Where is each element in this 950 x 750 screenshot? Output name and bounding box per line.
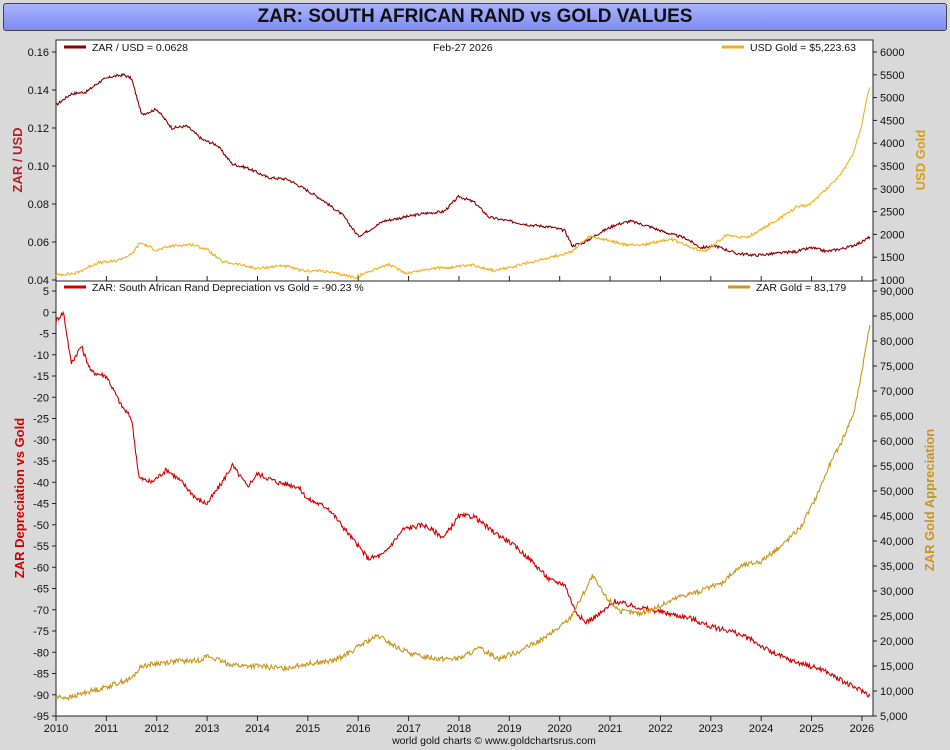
y-tick-label-left: -35 xyxy=(33,456,49,468)
y-tick-label-right: 15,000 xyxy=(880,661,914,673)
x-tick-label: 2012 xyxy=(144,723,168,735)
y-tick-label-left: -85 xyxy=(33,669,49,681)
y-tick-label-left: -10 xyxy=(33,350,49,362)
y-tick-label-left: -40 xyxy=(33,477,49,489)
y-tick-label-left: 0.14 xyxy=(28,85,49,97)
y-tick-label-right: 5,000 xyxy=(880,711,908,723)
y-tick-label-left: -60 xyxy=(33,562,49,574)
y-tick-label-left: 0.06 xyxy=(28,237,49,249)
x-tick-label: 2026 xyxy=(850,723,874,735)
bottom-right-axis-title: ZAR Gold Appreciation xyxy=(922,429,937,572)
top-legend-right: USD Gold = $5,223.63 xyxy=(722,42,856,54)
y-tick-label-right: 5500 xyxy=(880,70,904,82)
legend-zar-gold: ZAR Gold = 83,179 xyxy=(756,282,846,294)
y-tick-label-left: 0.04 xyxy=(28,275,49,287)
y-tick-label-right: 1500 xyxy=(880,252,904,264)
y-tick-label-left: -70 xyxy=(33,605,49,617)
y-tick-label-right: 4000 xyxy=(880,138,904,150)
y-tick-label-left: -50 xyxy=(33,520,49,532)
y-tick-label-right: 35,000 xyxy=(880,561,914,573)
y-tick-label-right: 2500 xyxy=(880,207,904,219)
x-tick-label: 2016 xyxy=(346,723,370,735)
y-tick-label-left: -25 xyxy=(33,414,49,426)
y-tick-label-left: -20 xyxy=(33,392,49,404)
y-tick-label-left: -95 xyxy=(33,711,49,723)
y-tick-label-left: -65 xyxy=(33,584,49,596)
top-left-axis-title: ZAR / USD xyxy=(10,128,25,193)
y-tick-label-left: -45 xyxy=(33,499,49,511)
y-tick-label-left: -5 xyxy=(39,329,49,341)
x-tick-label: 2023 xyxy=(699,723,723,735)
bottom-left-axis-title: ZAR Depreciation vs Gold xyxy=(12,418,27,578)
top-right-axis-title: USD Gold xyxy=(913,130,928,191)
y-tick-label-right: 10,000 xyxy=(880,686,914,698)
legend-zar-dep: ZAR: South African Rand Depreciation vs … xyxy=(92,282,364,294)
y-tick-label-right: 50,000 xyxy=(880,486,914,498)
y-tick-label-left: -55 xyxy=(33,541,49,553)
x-tick-label: 2010 xyxy=(44,723,68,735)
y-tick-label-left: -75 xyxy=(33,626,49,638)
y-tick-label-left: 0 xyxy=(43,307,49,319)
y-tick-label-right: 6000 xyxy=(880,47,904,59)
y-tick-label-right: 3500 xyxy=(880,161,904,173)
x-tick-label: 2021 xyxy=(598,723,622,735)
x-tick-label: 2014 xyxy=(245,723,269,735)
y-tick-label-right: 2000 xyxy=(880,229,904,241)
bottom-legend-left: ZAR: South African Rand Depreciation vs … xyxy=(64,282,364,294)
y-tick-label-left: 0.08 xyxy=(28,199,49,211)
x-tick-label: 2018 xyxy=(447,723,471,735)
y-tick-label-right: 80,000 xyxy=(880,336,914,348)
y-tick-label-left: 0.16 xyxy=(28,47,49,59)
bottom-legend-right: ZAR Gold = 83,179 xyxy=(728,282,846,294)
y-tick-label-left: -30 xyxy=(33,435,49,447)
y-tick-label-right: 65,000 xyxy=(880,411,914,423)
series-line-0-0 xyxy=(55,72,871,258)
y-tick-label-right: 55,000 xyxy=(880,461,914,473)
y-tick-label-right: 3000 xyxy=(880,184,904,196)
x-tick-label: 2013 xyxy=(195,723,219,735)
y-tick-label-right: 5000 xyxy=(880,93,904,105)
y-tick-label-right: 60,000 xyxy=(880,436,914,448)
x-tick-label: 2024 xyxy=(749,723,773,735)
y-tick-label-right: 1000 xyxy=(880,275,904,287)
date-label: Feb-27 2026 xyxy=(433,42,493,54)
y-tick-label-right: 40,000 xyxy=(880,536,914,548)
series-line-1-0 xyxy=(55,310,871,698)
y-tick-label-left: 0.12 xyxy=(28,123,49,135)
legend-zar-usd: ZAR / USD = 0.0628 xyxy=(92,42,188,54)
x-tick-label: 2022 xyxy=(648,723,672,735)
y-tick-label-left: 0.10 xyxy=(28,161,49,173)
y-tick-label-right: 25,000 xyxy=(880,611,914,623)
x-tick-label: 2020 xyxy=(547,723,571,735)
series-line-1-1 xyxy=(55,325,871,701)
y-tick-label-left: -90 xyxy=(33,690,49,702)
credit-text: world gold charts © www.goldchartsrus.co… xyxy=(391,735,596,747)
y-tick-label-right: 85,000 xyxy=(880,311,914,323)
legend-usd-gold: USD Gold = $5,223.63 xyxy=(750,42,856,54)
series-line-0-1 xyxy=(55,87,871,280)
y-tick-label-right: 20,000 xyxy=(880,636,914,648)
x-tick-label: 2011 xyxy=(95,723,119,735)
y-tick-label-left: -15 xyxy=(33,371,49,383)
x-tick-label: 2017 xyxy=(396,723,420,735)
top-legend-left: ZAR / USD = 0.0628 xyxy=(64,42,188,54)
y-tick-label-left: -80 xyxy=(33,647,49,659)
y-tick-label-right: 75,000 xyxy=(880,361,914,373)
plot-area xyxy=(55,39,874,717)
x-tick-label: 2025 xyxy=(799,723,823,735)
x-tick-label: 2019 xyxy=(497,723,521,735)
y-tick-label-right: 45,000 xyxy=(880,511,914,523)
x-tick-label: 2015 xyxy=(296,723,320,735)
y-tick-label-right: 90,000 xyxy=(880,286,914,298)
chart-title: ZAR: SOUTH AFRICAN RAND vs GOLD VALUES xyxy=(3,3,947,31)
y-tick-label-right: 30,000 xyxy=(880,586,914,598)
y-tick-label-right: 4500 xyxy=(880,115,904,127)
y-tick-label-right: 70,000 xyxy=(880,386,914,398)
y-tick-label-left: 5 xyxy=(43,286,49,298)
